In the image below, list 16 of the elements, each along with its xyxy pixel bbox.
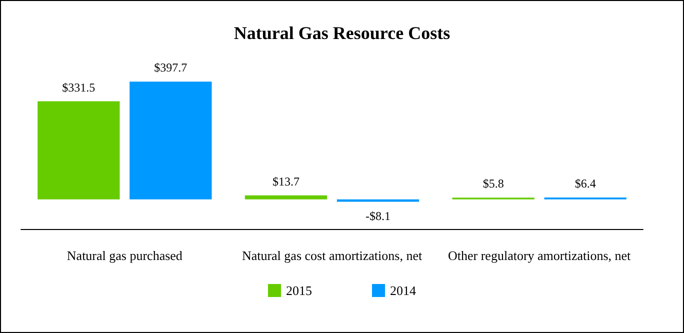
x-tick-label: Other regulatory amortizations, net [448, 248, 632, 263]
x-tick-label: Natural gas purchased [66, 248, 183, 263]
data-label: $5.8 [482, 176, 504, 191]
legend-label: 2015 [286, 283, 312, 298]
data-label: $13.7 [272, 174, 300, 188]
x-tick-label: Natural gas cost amortizations, net [242, 248, 422, 263]
bar [336, 199, 420, 202]
data-label: $6.4 [574, 176, 596, 191]
bar [130, 82, 212, 200]
data-label: -$8.1 [366, 208, 391, 223]
legend-label: 2014 [390, 283, 416, 298]
data-label: $331.5 [62, 80, 96, 94]
chart-title: Natural Gas Resource Costs [234, 23, 450, 43]
bar [38, 101, 120, 200]
data-label: $397.7 [154, 60, 188, 75]
bar [244, 195, 328, 200]
